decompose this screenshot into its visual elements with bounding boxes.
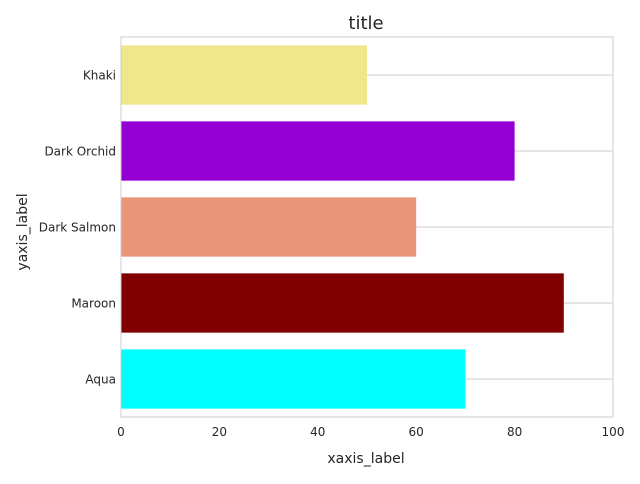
x-tick-label: 60 xyxy=(409,425,424,439)
x-tick-label: 0 xyxy=(117,425,125,439)
x-tick-label: 100 xyxy=(602,425,625,439)
x-tick-label: 80 xyxy=(507,425,522,439)
bar-khaki xyxy=(121,45,367,105)
bar-dark-salmon xyxy=(121,197,417,257)
plot-frame xyxy=(120,36,614,418)
chart-title: title xyxy=(348,13,383,34)
bar-aqua xyxy=(121,349,466,409)
y-tick-label: Aqua xyxy=(85,373,116,387)
x-tick-labels: 0 20 40 60 80 100 xyxy=(117,425,624,439)
bar-maroon xyxy=(121,273,564,333)
y-tick-labels: Aqua Maroon Dark Salmon Dark Orchid Khaki xyxy=(39,69,116,387)
x-tick-label: 40 xyxy=(310,425,325,439)
y-tick-label: Dark Orchid xyxy=(44,145,116,159)
y-axis-label: yaxis_label xyxy=(15,193,31,270)
y-tick-label: Khaki xyxy=(83,69,116,83)
bars xyxy=(121,45,564,409)
x-tick-label: 20 xyxy=(212,425,227,439)
bar-dark-orchid xyxy=(121,121,515,181)
x-axis-label: xaxis_label xyxy=(327,451,404,467)
y-tick-label: Dark Salmon xyxy=(39,221,116,235)
y-tick-label: Maroon xyxy=(71,297,116,311)
